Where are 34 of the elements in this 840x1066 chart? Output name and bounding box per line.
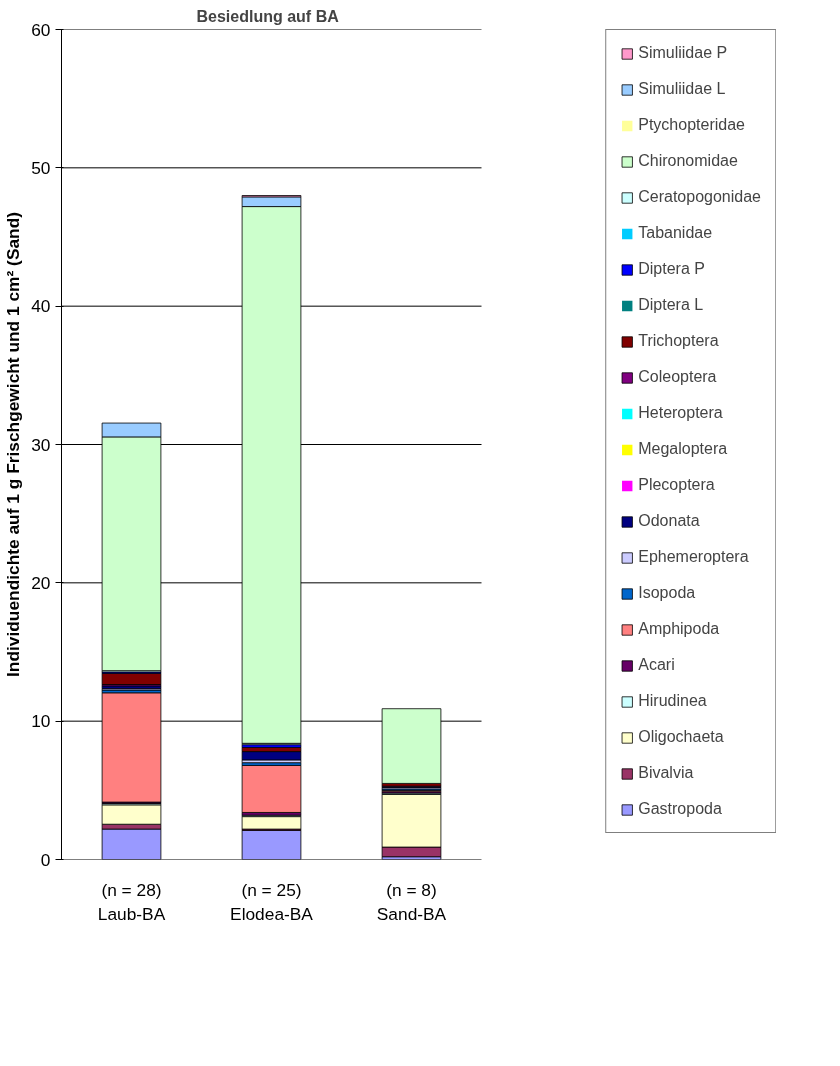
x-tick-label: (n = 8) Sand-BA xyxy=(376,879,447,924)
y-tick-label: 0 xyxy=(40,849,51,870)
legend-label: Simuliidae L xyxy=(638,80,726,98)
legend-label: Ceratopogonidae xyxy=(638,188,761,206)
legend-label: Ephemeroptera xyxy=(638,548,749,566)
legend-label: Gastropoda xyxy=(638,800,722,818)
y-tick-label: 50 xyxy=(31,157,51,178)
legend-label: Acari xyxy=(638,656,675,674)
legend-label: Plecoptera xyxy=(638,476,715,494)
y-axis-title: Individuendichte auf 1 g Frischgewicht und 1 cm² (Sand) xyxy=(3,211,24,678)
legend-label: Odonata xyxy=(638,512,700,530)
x-tick-label: (n = 25) Elodea-BA xyxy=(230,879,314,924)
legend-label: Megaloptera xyxy=(638,440,728,458)
legend-label: Bivalvia xyxy=(638,764,694,782)
chart-title: Besiedlung auf BA xyxy=(196,7,340,25)
y-tick-label: 10 xyxy=(31,711,51,732)
y-tick-label: 60 xyxy=(31,19,51,40)
legend-label: Heteroptera xyxy=(638,404,723,422)
legend-label: Ptychopteridae xyxy=(638,116,745,134)
legend-label: Amphipoda xyxy=(638,620,720,638)
legend-label: Tabanidae xyxy=(638,224,713,242)
y-tick-label: 30 xyxy=(31,434,51,455)
y-tick-label: 20 xyxy=(31,572,51,593)
legend-label: Diptera P xyxy=(638,260,705,278)
legend-label: Coleoptera xyxy=(638,368,717,386)
legend-label: Diptera L xyxy=(638,296,704,314)
legend-label: Trichoptera xyxy=(638,332,719,350)
legend-label: Oligochaeta xyxy=(638,728,724,746)
x-tick-label: (n = 28) Laub-BA xyxy=(97,879,166,924)
legend-label: Chironomidae xyxy=(638,152,738,170)
legend-label: Hirudinea xyxy=(638,692,707,710)
legend-label: Isopoda xyxy=(638,584,696,602)
legend-label: Simuliidae P xyxy=(638,44,728,62)
y-tick-label: 40 xyxy=(31,296,51,317)
